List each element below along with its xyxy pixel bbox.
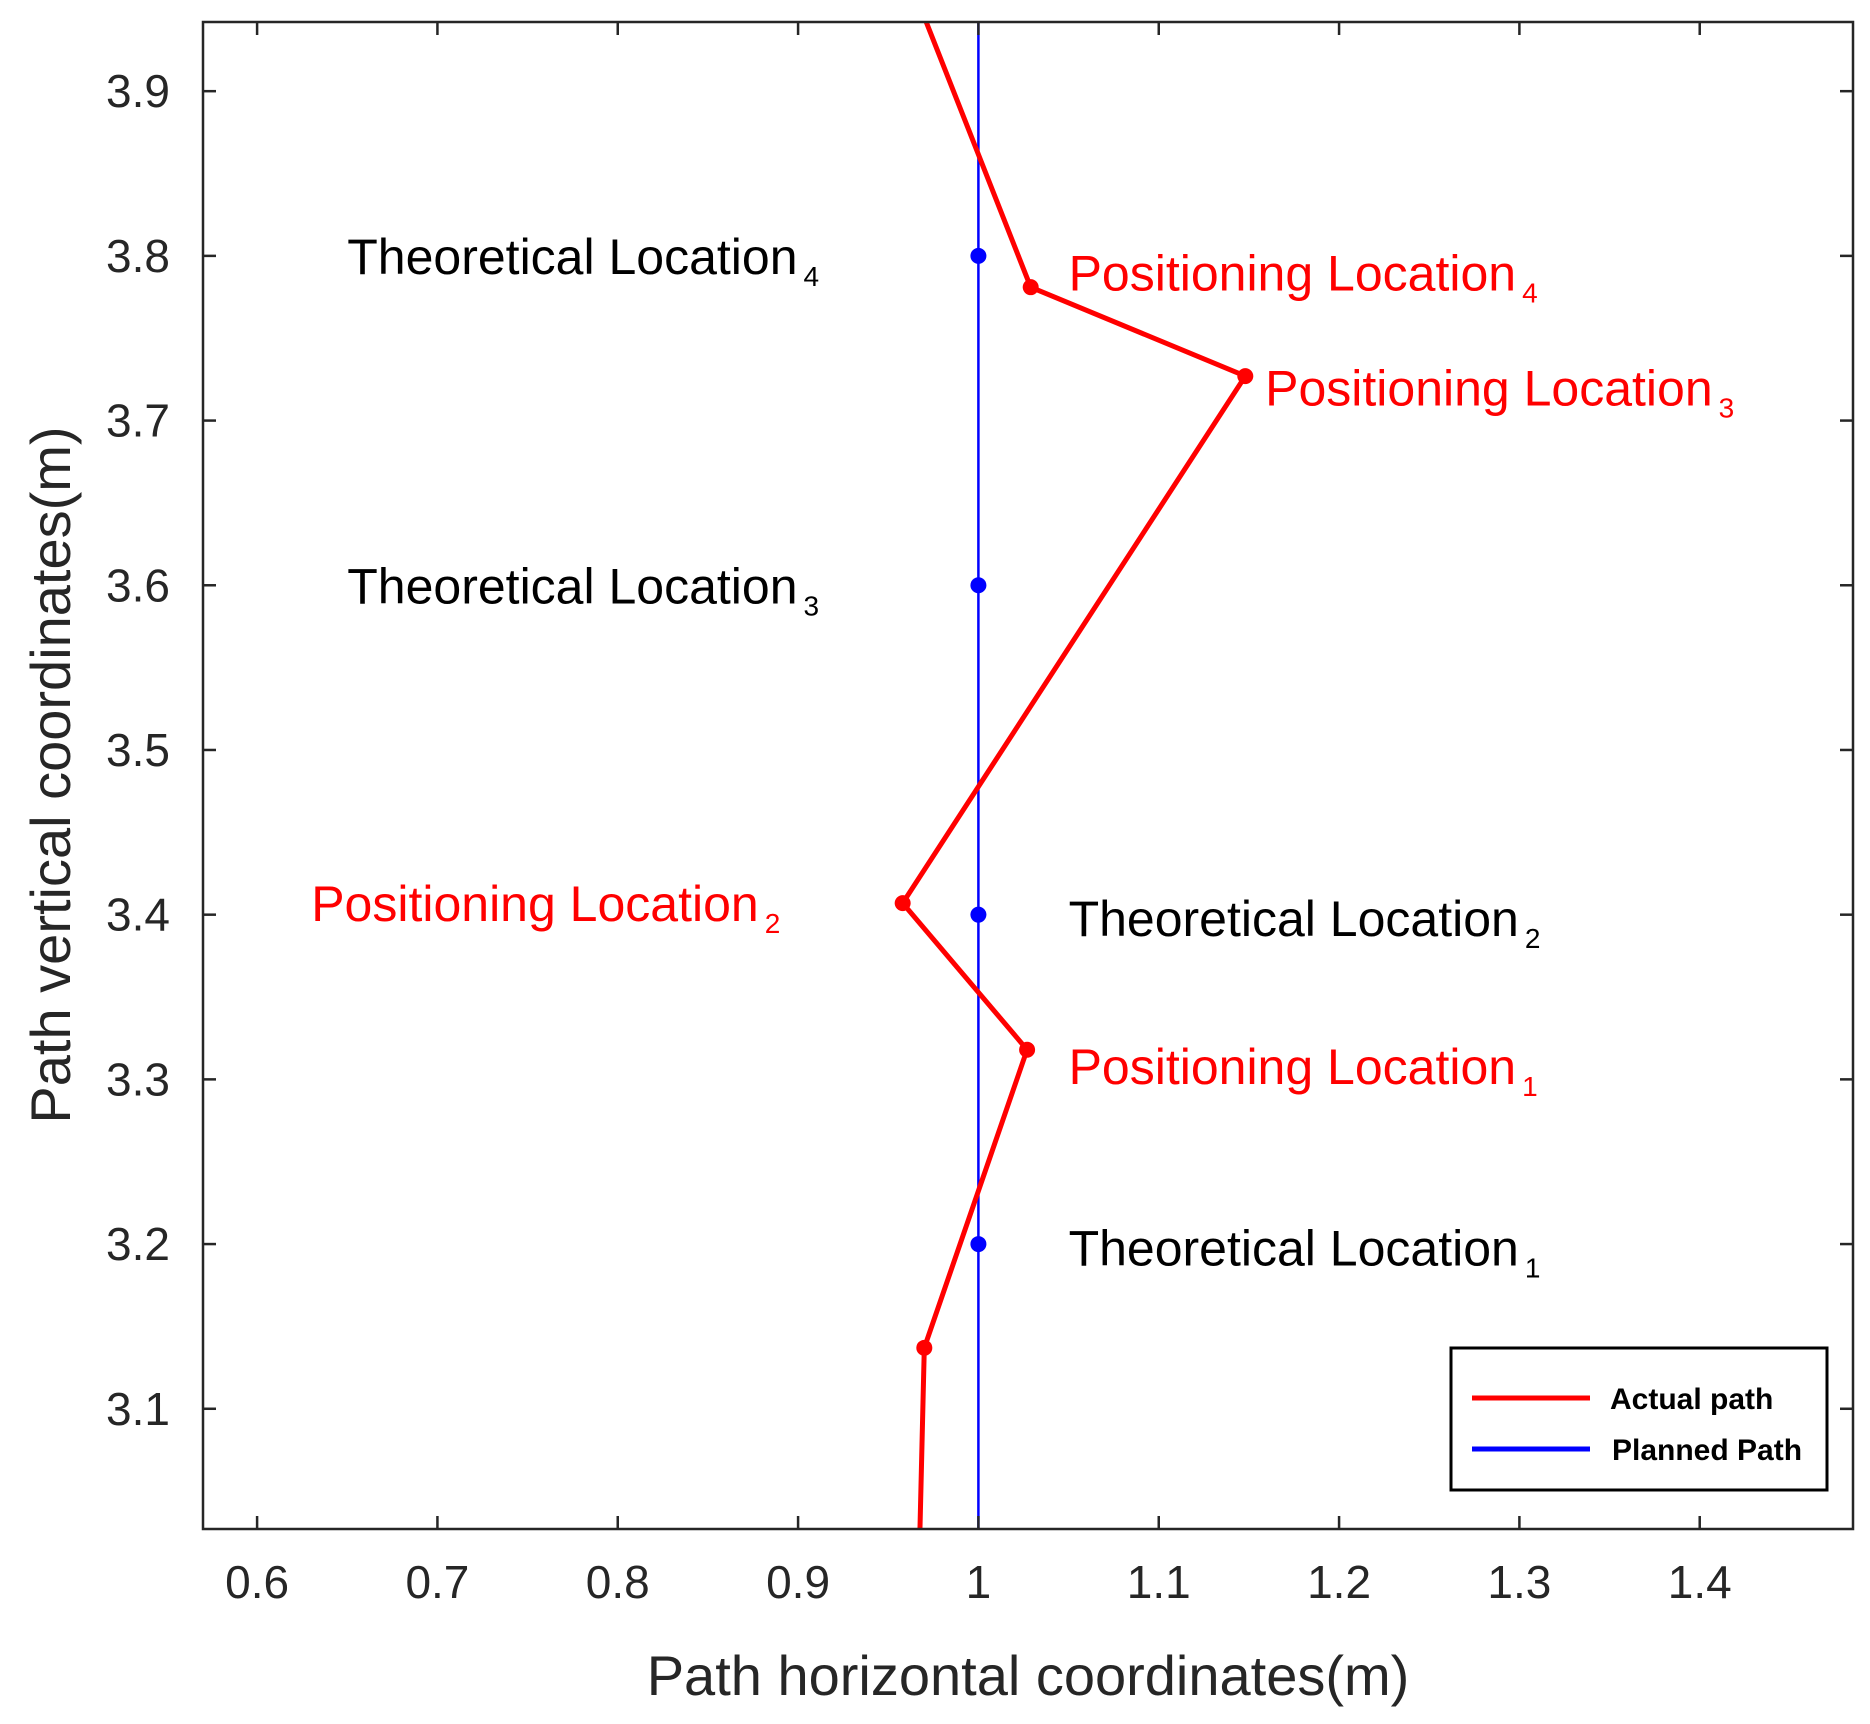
x-tick-label: 0.6	[225, 1556, 289, 1608]
x-tick-label: 1.3	[1487, 1556, 1551, 1608]
y-tick-label: 3.7	[106, 395, 170, 447]
point-actual-path	[1019, 1041, 1036, 1058]
x-tick-label: 0.9	[766, 1556, 830, 1608]
ticks-layer: 0.6 0.7 0.8 0.9 1 1.1 1.2 1.3 1.4 3.1 3.2 3.3 3.4 3.5…	[106, 22, 1853, 1608]
legend-label-actual-path: Actual path	[1610, 1383, 1773, 1416]
y-tick-label: 3.6	[106, 559, 170, 611]
annotation-label-subscript: 2	[765, 908, 781, 939]
legend-box	[1449, 1346, 1829, 1492]
plot-area-frame	[201, 20, 1855, 1531]
point-actual-path	[916, 1339, 933, 1356]
point-planned-path	[970, 577, 987, 594]
annotation-label: Theoretical Location 1	[1069, 1220, 1541, 1283]
annotation-label-subscript: 4	[804, 261, 820, 292]
annotation-label: Positioning Location 3	[1265, 361, 1734, 424]
point-planned-path	[970, 247, 987, 264]
y-tick-label: 3.5	[106, 724, 170, 776]
annotation-label-main: Theoretical Location	[347, 558, 797, 614]
y-tick-label: 3.3	[106, 1053, 170, 1105]
legend: Actual path Planned Path	[1449, 1346, 1829, 1492]
annotation-label: Theoretical Location 2	[1069, 891, 1541, 954]
annotation-label-subscript: 1	[1522, 1071, 1538, 1102]
annotation-label-subscript: 3	[1719, 393, 1735, 424]
point-actual-path	[1237, 368, 1254, 385]
x-tick-label: 0.8	[586, 1556, 650, 1608]
annotation-label-main: Positioning Location	[1069, 1039, 1517, 1095]
x-tick-label: 0.7	[405, 1556, 469, 1608]
annotation-label-subscript: 4	[1522, 277, 1538, 308]
x-tick-label: 1.2	[1307, 1556, 1371, 1608]
y-tick-label: 3.1	[106, 1383, 170, 1435]
point-actual-path	[894, 895, 911, 912]
annotations-layer: Theoretical Location 4 Positioning Locatio…	[311, 229, 1734, 1283]
annotation-label-main: Positioning Location	[1265, 361, 1713, 417]
annotation-label-main: Positioning Location	[311, 876, 759, 932]
annotation-label-main: Theoretical Location	[347, 229, 797, 285]
annotation-label-subscript: 3	[804, 590, 820, 621]
y-tick-label: 3.4	[106, 889, 170, 941]
legend-label-planned-path: Planned Path	[1612, 1434, 1802, 1467]
x-tick-label: 1	[966, 1556, 992, 1608]
annotation-label-main: Theoretical Location	[1069, 891, 1519, 947]
y-tick-label: 3.8	[106, 230, 170, 282]
annotation-label-main: Theoretical Location	[1069, 1220, 1519, 1276]
x-axis-title: Path horizontal coordinates(m)	[647, 1644, 1410, 1707]
annotation-label: Theoretical Location 4	[347, 229, 819, 292]
annotation-label: Positioning Location 2	[311, 876, 780, 939]
y-tick-label: 3.2	[106, 1218, 170, 1270]
point-planned-path	[970, 906, 987, 923]
annotation-label-main: Positioning Location	[1069, 245, 1517, 301]
x-tick-label: 1.4	[1668, 1556, 1732, 1608]
annotation-label-subscript: 2	[1525, 923, 1541, 954]
x-tick-label: 1.1	[1127, 1556, 1191, 1608]
y-tick-label: 3.9	[106, 65, 170, 117]
annotation-label: Positioning Location 4	[1069, 245, 1538, 308]
annotation-label-subscript: 1	[1525, 1252, 1541, 1283]
point-actual-path	[1022, 279, 1039, 296]
annotation-label: Theoretical Location 3	[347, 558, 819, 621]
series-layer	[894, 22, 1254, 1529]
point-planned-path	[970, 1236, 987, 1253]
annotation-label: Positioning Location 1	[1069, 1039, 1538, 1102]
y-axis-title: Path vertical coordinates(m)	[19, 426, 82, 1123]
